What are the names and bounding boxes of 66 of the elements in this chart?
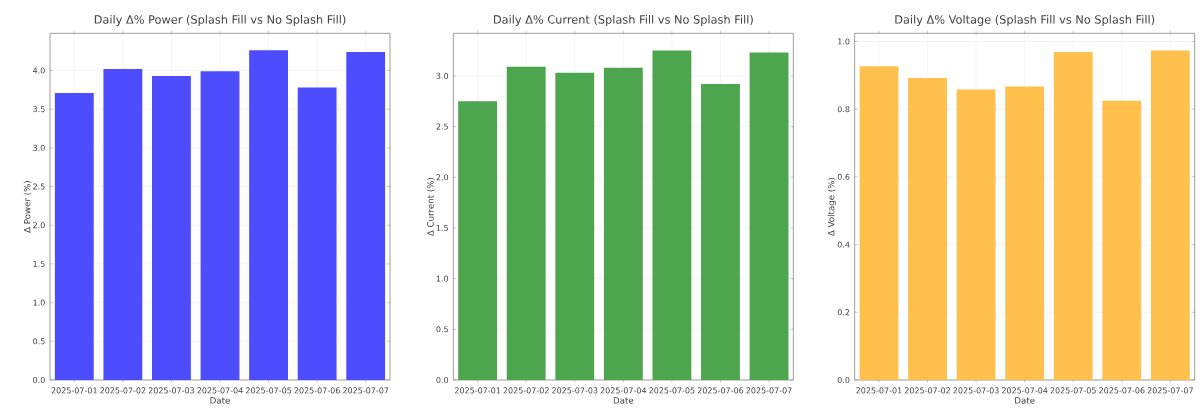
bar (346, 51, 386, 380)
x-axis-title: Date (210, 397, 230, 404)
y-tick-label: 0.8 (837, 106, 850, 113)
y-tick-label: 4.0 (32, 67, 45, 74)
y-tick-label: 2.0 (33, 222, 45, 229)
y-tick-label: 3.0 (33, 144, 45, 151)
y-tick-label: 0.0 (436, 376, 449, 383)
bar (908, 78, 947, 380)
x-tick-label: 2025-07-07 (1147, 387, 1193, 394)
y-tick-label: 0.2 (837, 309, 850, 316)
x-tick-label: 2025-07-03 (953, 387, 999, 394)
x-tick-label: 2025-07-02 (904, 387, 950, 394)
x-tick-label: 2025-07-02 (100, 387, 146, 394)
y-axis-title: Δ Current (%) (427, 177, 435, 237)
x-tick-label: 2025-07-02 (503, 387, 549, 394)
chart-title: Daily Δ% Current (Splash Fill vs No Splash Fill) (494, 14, 753, 26)
x-tick-label: 2025-07-04 (600, 387, 647, 394)
y-axis-title: Δ Voltage (%) (827, 177, 837, 237)
x-tick-label: 2025-07-05 (245, 387, 292, 394)
bar (200, 71, 240, 380)
x-axis-title: Date (613, 397, 634, 404)
y-tick-label: 0.0 (33, 376, 45, 383)
y-tick-label: 1.0 (33, 299, 45, 306)
y-tick-label: 0.5 (436, 326, 448, 333)
y-tick-label: 0.4 (837, 241, 850, 248)
y-tick-label: 1.5 (436, 224, 448, 231)
x-tick-label: 2025-07-01 (856, 387, 902, 394)
bar (1102, 100, 1142, 380)
x-tick-label: 2025-07-04 (197, 387, 243, 394)
x-tick-label: 2025-07-05 (649, 387, 695, 394)
x-tick-label: 2025-07-01 (51, 387, 97, 394)
bar (54, 92, 94, 380)
y-axis-title: Δ Power (%) (23, 181, 32, 233)
y-tick-label: 1.0 (436, 275, 449, 282)
y-tick-label: 0.5 (33, 338, 45, 345)
bar (103, 68, 143, 380)
chart-title: Daily Δ% Voltage (Splash Fill vs No Splash Fill) (895, 14, 1155, 26)
x-tick-label: 2025-07-04 (1002, 387, 1048, 394)
x-tick-label: 2025-07-07 (343, 387, 389, 394)
bar (859, 66, 899, 380)
x-axis-title: Date (1015, 397, 1035, 404)
y-tick-label: 2.0 (436, 174, 449, 181)
x-tick-label: 2025-07-03 (148, 387, 195, 394)
y-tick-label: 3.0 (436, 72, 449, 79)
x-tick-label: 2025-07-01 (454, 387, 501, 394)
x-tick-label: 2025-07-05 (1050, 387, 1096, 394)
y-tick-label: 1.5 (33, 260, 45, 267)
y-tick-label: 0.0 (837, 376, 850, 383)
y-tick-label: 2.5 (436, 123, 448, 130)
bar (1150, 50, 1190, 380)
bar (1005, 86, 1045, 380)
bar (297, 87, 337, 380)
y-tick-label: 2.5 (33, 183, 45, 190)
chart-title: Daily Δ% Power (Splash Fill vs No Splash Fill) (94, 14, 346, 26)
bar (956, 89, 996, 380)
y-tick-label: 1.0 (838, 38, 850, 45)
x-tick-label: 2025-07-06 (294, 387, 340, 394)
bar (249, 50, 288, 380)
y-tick-label: 3.5 (33, 106, 45, 113)
bar (1053, 51, 1093, 380)
x-tick-label: 2025-07-03 (552, 387, 598, 394)
y-tick-label: 0.6 (837, 173, 850, 180)
bar (152, 75, 191, 380)
x-tick-label: 2025-07-07 (746, 387, 792, 394)
x-tick-label: 2025-07-06 (1099, 387, 1145, 394)
x-tick-label: 2025-07-06 (697, 387, 744, 394)
